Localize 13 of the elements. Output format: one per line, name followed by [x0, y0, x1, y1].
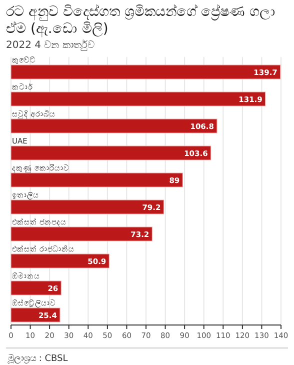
bar — [10, 64, 281, 80]
bar — [10, 308, 60, 322]
bar — [10, 146, 212, 160]
bar — [10, 280, 62, 296]
bar — [10, 172, 183, 188]
bar — [10, 200, 164, 214]
bar — [10, 254, 110, 268]
chart-subtitle: 2022 4 වන කාර්තුව — [6, 39, 94, 51]
bar — [10, 118, 218, 134]
bar — [10, 92, 266, 106]
bar — [10, 226, 152, 242]
text: මූලාශ්‍රය : CBSL — [7, 354, 68, 364]
chart-title: රට අනුව විදෙස්ගත ශ්‍රමිකයන්ගේ ප්‍රේෂණ ගලා ඒම (ඇ.ඩො මිලි) — [6, 4, 276, 38]
